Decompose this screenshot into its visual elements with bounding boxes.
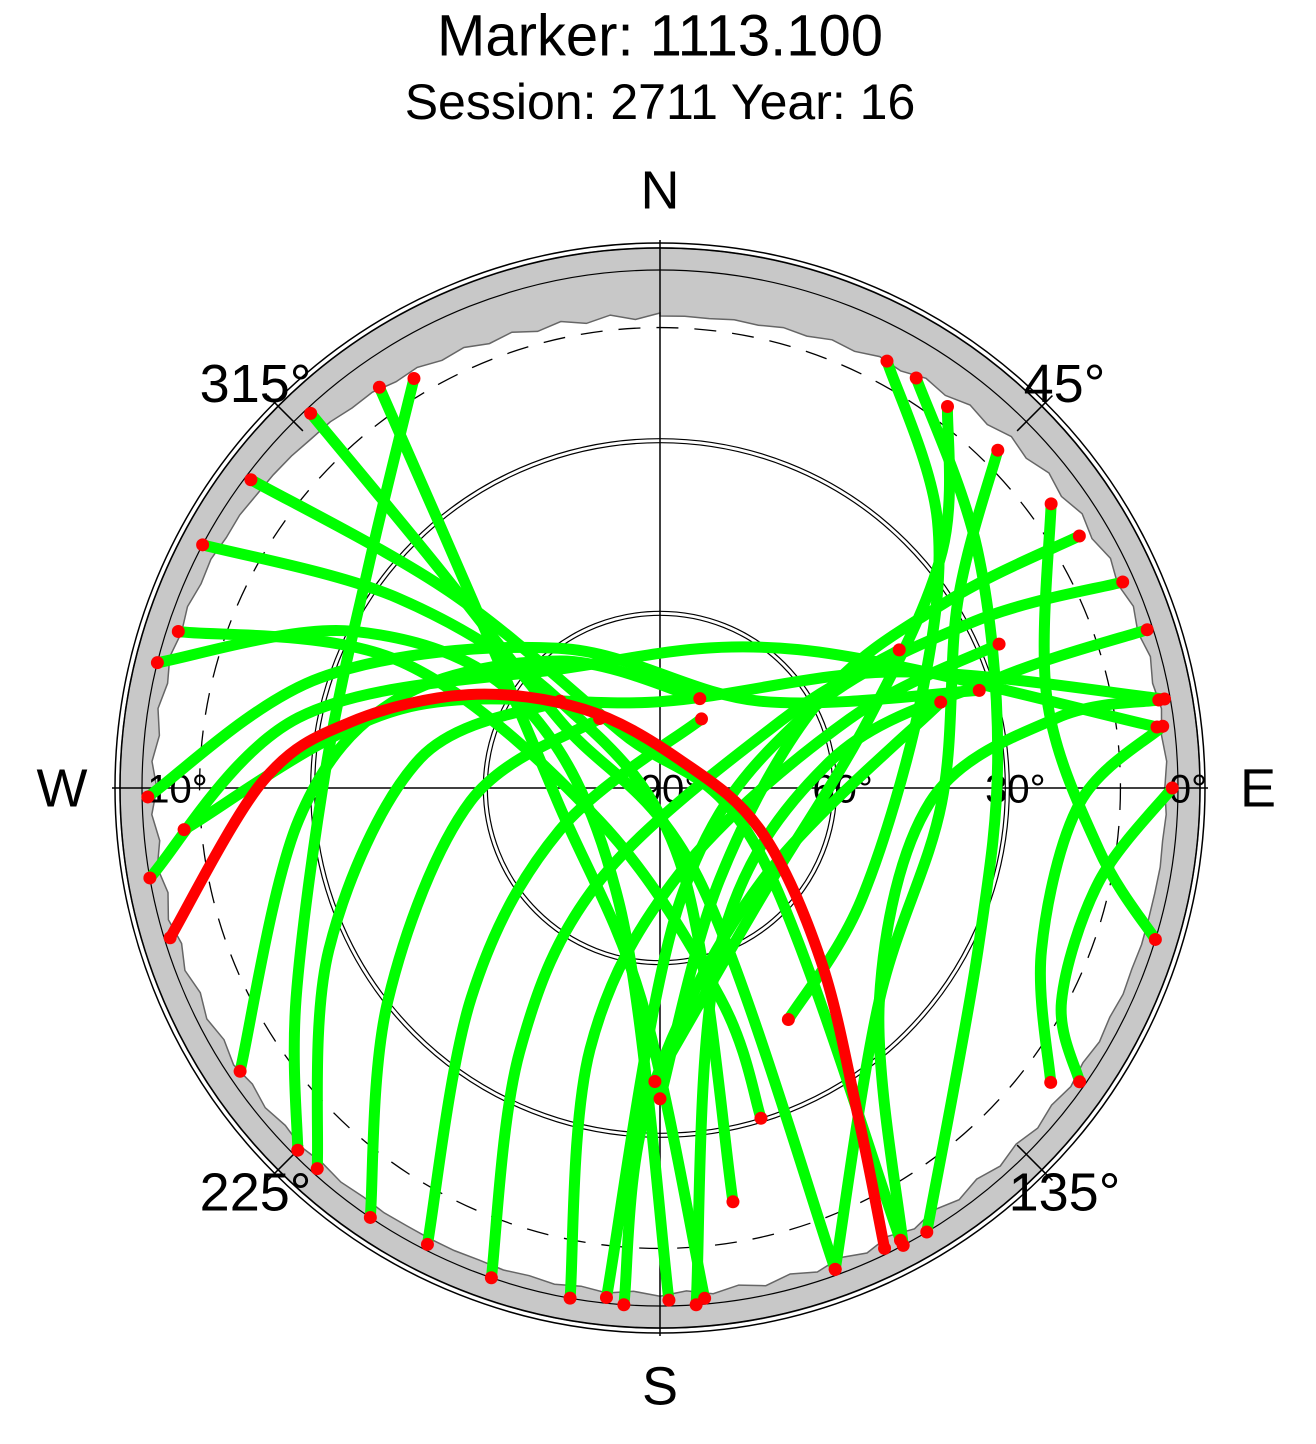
track-endpoint (1044, 497, 1058, 511)
azimuth-label: S (642, 1356, 678, 1416)
azimuth-label: 315° (200, 354, 312, 414)
track-endpoint (828, 1262, 842, 1276)
track-endpoint (1072, 529, 1086, 543)
track (311, 695, 566, 1175)
track-endpoint (420, 1237, 434, 1251)
azimuth-label: E (1240, 758, 1276, 818)
track-endpoint (1148, 932, 1162, 946)
track-endpoint (726, 1195, 740, 1209)
track-endpoint (920, 1225, 934, 1239)
track-endpoint (363, 1210, 377, 1224)
track-endpoint (171, 624, 185, 638)
track-endpoint (407, 372, 421, 386)
track (364, 713, 606, 1223)
track-endpoint (1044, 1075, 1058, 1089)
track-endpoint (141, 790, 155, 804)
track-endpoint (304, 406, 318, 420)
track-endpoint (934, 695, 948, 709)
track-endpoint (593, 711, 607, 725)
track-endpoint (1073, 1075, 1087, 1089)
track-endpoint (599, 1290, 613, 1304)
track (1055, 782, 1178, 1088)
track-endpoint (233, 1064, 247, 1078)
track (618, 696, 947, 1311)
track-endpoint (163, 931, 177, 945)
track-endpoint (754, 1111, 768, 1125)
track-endpoint (244, 473, 258, 487)
track-endpoint (878, 1241, 892, 1255)
track-endpoint (563, 1291, 577, 1305)
azimuth-label: W (37, 758, 88, 818)
track (142, 641, 985, 803)
track (910, 372, 1004, 1238)
track (485, 644, 905, 1284)
track-endpoint (196, 538, 210, 552)
track-endpoint (1156, 719, 1170, 733)
track-endpoint (553, 694, 567, 708)
track-endpoint (150, 656, 164, 670)
track-endpoint (992, 637, 1006, 651)
track (564, 638, 1005, 1304)
track (164, 688, 891, 1254)
track (690, 624, 1153, 1311)
track-endpoint (972, 683, 986, 697)
track-endpoint (648, 1074, 662, 1088)
track-endpoint (1165, 781, 1179, 795)
track-endpoint (695, 712, 709, 726)
track (601, 576, 1129, 1303)
track (305, 407, 841, 1275)
track-endpoint (781, 1013, 795, 1027)
track-endpoint (991, 443, 1005, 457)
track-endpoint (689, 1298, 703, 1312)
track (234, 655, 706, 1077)
chart-subtitle: Session: 2711 Year: 16 (405, 74, 916, 130)
track (1034, 720, 1169, 1088)
track-endpoint (940, 399, 954, 413)
azimuth-tick (1016, 395, 1053, 432)
track (245, 474, 906, 1246)
track-endpoint (909, 371, 923, 385)
azimuth-tick (267, 395, 304, 432)
track-endpoint (662, 1293, 676, 1307)
azimuth-label: N (641, 160, 680, 220)
azimuth-tick (1016, 1144, 1053, 1181)
track-endpoint (1152, 693, 1166, 707)
chart-title: Marker: 1113.100 (437, 3, 883, 68)
track-endpoint (693, 692, 707, 706)
track-endpoint (484, 1271, 498, 1285)
track (782, 355, 945, 1026)
track-endpoint (896, 1238, 910, 1252)
track-endpoint (1116, 575, 1130, 589)
track-endpoint (372, 380, 386, 394)
azimuth-label: 135° (1009, 1163, 1121, 1223)
track-endpoint (291, 1143, 305, 1157)
track-endpoint (880, 354, 894, 368)
track-endpoint (143, 871, 157, 885)
track (373, 381, 711, 1304)
track (1038, 498, 1161, 945)
track (873, 694, 1165, 1251)
track-endpoint (177, 823, 191, 837)
track (288, 373, 420, 1156)
track-endpoint (892, 643, 906, 657)
track-endpoint (1140, 623, 1154, 637)
azimuth-label: 225° (200, 1163, 312, 1223)
track-endpoint (653, 1092, 667, 1106)
track (172, 626, 767, 1124)
track (421, 713, 707, 1250)
azimuth-label: 45° (1024, 354, 1106, 414)
track-endpoint (617, 1298, 631, 1312)
track-endpoint (310, 1162, 324, 1176)
